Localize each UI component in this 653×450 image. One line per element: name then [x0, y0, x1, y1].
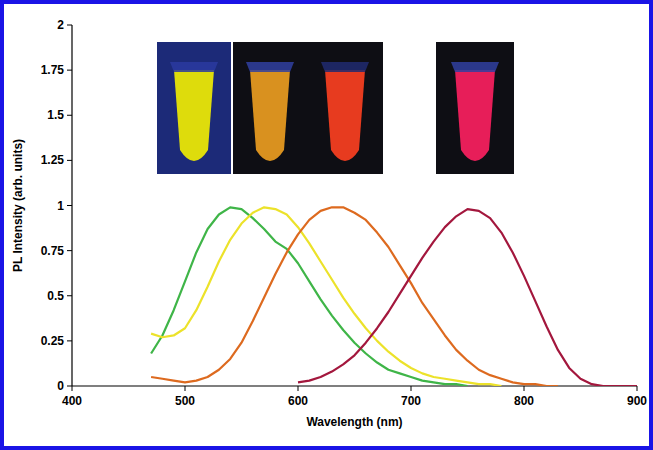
- y-tick-label: 2: [57, 18, 64, 32]
- x-axis-title: Wavelength (nm): [306, 415, 402, 429]
- y-tick-label: 1.75: [41, 63, 65, 77]
- x-tick: [411, 386, 412, 391]
- y-tick: [67, 115, 72, 116]
- x-tick: [185, 386, 186, 391]
- y-tick: [67, 340, 72, 341]
- y-tick-label: 0: [57, 379, 64, 393]
- photo: [436, 42, 514, 174]
- spectrum-line: [151, 207, 467, 386]
- x-tick: [72, 386, 73, 391]
- spectrum-line: [298, 209, 637, 386]
- y-tick-label: 1.25: [41, 153, 65, 167]
- x-tick-label: 600: [288, 394, 308, 408]
- x-tick-label: 700: [401, 394, 421, 408]
- inset-photos: [157, 42, 514, 174]
- photo: [307, 42, 383, 174]
- y-tick: [67, 70, 72, 71]
- y-tick-label: 0.5: [47, 289, 64, 303]
- y-tick: [67, 295, 72, 296]
- spectrum-line: [151, 207, 501, 386]
- y-axis-title: PL Intensity (arb. units): [11, 139, 25, 272]
- y-tick-label: 0.75: [41, 244, 65, 258]
- x-tick-label: 500: [175, 394, 195, 408]
- x-tick-label: 900: [627, 394, 647, 408]
- chart: 0 0.25 0.5 0.75 1 1.25 1.5 1.75 2 400 500 600 700 800…: [0, 0, 653, 450]
- x-tick: [637, 386, 638, 391]
- spectrum-line: [151, 207, 558, 386]
- series-group: [151, 207, 637, 386]
- photo: [233, 42, 307, 174]
- x-tick: [298, 386, 299, 391]
- x-tick-label: 800: [514, 394, 534, 408]
- x-tick: [524, 386, 525, 391]
- y-tick-label: 1: [57, 199, 64, 213]
- y-tick: [67, 386, 72, 387]
- y-tick: [67, 160, 72, 161]
- y-tick-label: 1.5: [47, 108, 64, 122]
- x-tick-label: 400: [62, 394, 82, 408]
- page-frame: [2, 2, 651, 448]
- y-tick: [67, 205, 72, 206]
- y-tick: [67, 250, 72, 251]
- y-tick-label: 0.25: [41, 334, 65, 348]
- y-tick: [67, 25, 72, 26]
- photo: [157, 42, 231, 174]
